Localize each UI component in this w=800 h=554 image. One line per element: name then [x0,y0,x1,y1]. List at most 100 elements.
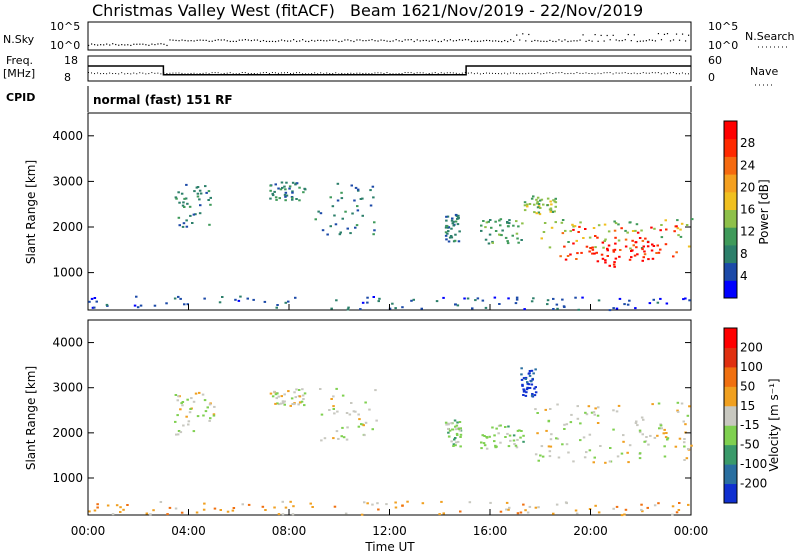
freq-panel: Freq. [MHz] 18 8 60 0 Nave [3,54,778,86]
range-cell [497,432,500,435]
nsky-point [271,40,274,43]
range-cell [631,239,634,242]
range-cell [340,191,343,194]
nsky-point [555,40,557,43]
range-cell [508,434,512,437]
nave-point [118,73,120,75]
range-cell [635,223,639,226]
y-tick-label: 4000 [52,336,83,350]
nsky-point [235,40,237,43]
range-cell [285,181,288,184]
range-cell [277,403,281,406]
nave-point [464,72,466,74]
range-cell [563,245,566,248]
range-cell [520,378,524,381]
nave-tick-top: 60 [708,54,722,67]
nave-point [383,72,385,74]
range-cell [291,403,294,405]
nave-point [353,73,355,75]
range-cell [570,413,573,416]
range-cell [485,447,489,450]
range-cell [523,204,527,207]
range-cell [649,434,652,437]
nsky-point [431,39,433,42]
range-cell [646,245,650,248]
range-cell [522,394,525,396]
y-tick-label: 1000 [52,471,83,485]
range-cell [628,299,631,302]
range-cell [410,299,413,302]
range-cell [567,241,570,243]
range-cell [579,221,582,224]
range-cell [601,257,605,260]
nsky-point [238,39,240,41]
range-cell [537,203,541,205]
range-cell [177,191,180,194]
range-cell [691,218,694,221]
nsky-point [323,40,325,42]
nsky-point [374,40,376,42]
range-cell [196,195,200,198]
nave-point [244,72,246,74]
nsky-point [482,40,485,42]
nsky-point [588,39,590,42]
nave-point [139,72,141,74]
range-cell [597,406,600,409]
range-cell [346,426,349,429]
range-cell [202,508,206,511]
range-cell [241,503,244,506]
range-cell [192,430,196,433]
range-cell [484,226,487,229]
range-cell [554,201,558,204]
range-cell [516,237,519,240]
range-cell [636,253,639,256]
colorbar-tick-label: 4 [740,269,748,283]
nsky-point [639,40,641,42]
range-cell [612,263,616,266]
nave-point [163,72,165,74]
range-cell [514,302,518,305]
nave-point [561,72,563,74]
range-cell [280,395,283,398]
range-cell [614,236,617,239]
nave-point [241,72,243,74]
range-cell [638,237,642,239]
nsky-point [190,40,192,42]
x-tick-label: 16:00 [473,524,508,538]
nave-point [398,73,400,75]
nsky-point [88,44,90,47]
range-cell [683,441,686,444]
nsky-point [124,44,126,46]
nave-point [437,73,439,75]
range-cell [458,429,462,432]
range-cell [674,445,678,448]
range-cell [523,201,527,204]
range-cell [499,441,502,444]
nave-point [274,72,276,74]
range-cell [184,197,188,200]
range-cell [554,205,557,208]
range-cell [646,241,650,244]
range-cell [524,394,528,397]
range-cell [596,260,600,263]
range-cell [287,390,290,393]
range-cell [489,219,492,221]
range-cell [342,436,346,439]
range-cell [678,502,681,504]
range-cell [624,508,628,511]
range-cell [640,247,644,249]
nsky-point [419,40,421,42]
range-cell [372,296,375,298]
range-cell [641,259,644,262]
nave-point [507,73,509,75]
nave-point [97,72,99,74]
range-cell [613,229,617,232]
range-cell [454,233,457,236]
range-cell [188,411,192,414]
colorbar-swatch [724,347,737,368]
range-cell [520,367,523,370]
range-cell [474,299,477,302]
range-cell [620,227,623,230]
nave-point [112,73,114,75]
nsky-point [495,40,497,42]
